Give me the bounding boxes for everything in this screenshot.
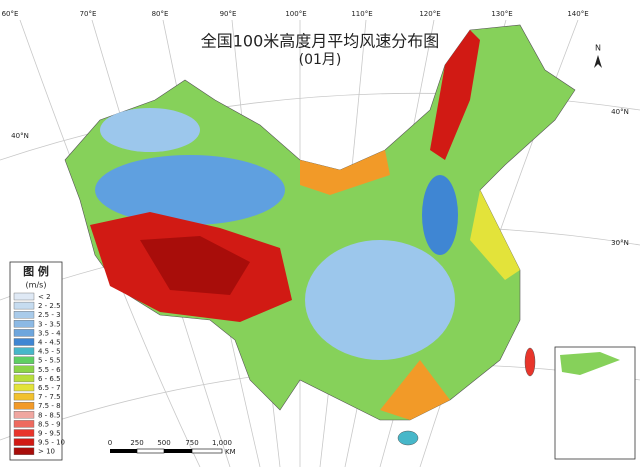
longitude-label: 120°E: [419, 10, 440, 18]
longitude-label: 60°E: [2, 10, 19, 18]
legend-label: 9 - 9.5: [38, 430, 61, 438]
legend-unit: (m/s): [26, 281, 47, 290]
map-subtitle: (01月): [299, 52, 342, 68]
longitude-label: 140°E: [567, 10, 588, 18]
scale-label: 0: [108, 439, 112, 447]
legend-label: 8 - 8.5: [38, 411, 61, 419]
legend-swatch: [13, 447, 35, 455]
legend-swatch: [13, 347, 35, 355]
legend-swatch: [13, 402, 35, 410]
legend-swatch: [13, 392, 35, 401]
scale-unit: KM: [225, 448, 236, 456]
legend-swatch: [13, 383, 35, 392]
legend-label: 9.5 - 10: [38, 439, 65, 447]
scale-label: 250: [130, 439, 143, 447]
legend-label: 6.5 - 7: [38, 384, 61, 392]
graticule-labels: 60°E 70°E 80°E 90°E 100°E 110°E 120°E 130°E 140°…: [2, 10, 629, 247]
longitude-label: 70°E: [80, 10, 97, 18]
legend-swatch: [13, 320, 35, 328]
legend-swatch: [13, 356, 35, 364]
legend-label: 3.5 - 4: [38, 329, 61, 337]
north-label: N: [595, 44, 601, 53]
scale-label: 500: [157, 439, 170, 447]
longitude-label: 80°E: [152, 10, 169, 18]
legend-swatch: [13, 292, 35, 301]
legend-label: 4 - 4.5: [38, 339, 61, 347]
legend-swatch: [13, 438, 35, 446]
latitude-label: 40°N: [11, 132, 29, 140]
legend-swatch: [13, 411, 35, 419]
map-title: 全国100米高度月平均风速分布图: [201, 32, 440, 51]
inset-land: [560, 352, 620, 375]
legend-label: 6 - 6.5: [38, 375, 61, 383]
legend-swatch: [13, 374, 35, 383]
legend-items: < 22 - 2.52.5 - 33 - 3.53.5 - 4 4 - 4.54.…: [13, 292, 65, 456]
longitude-label: 130°E: [491, 10, 512, 18]
scale-label: 750: [185, 439, 198, 447]
legend-swatch: [13, 311, 35, 319]
legend-label: 5 - 5.5: [38, 357, 61, 365]
legend-label: 2 - 2.5: [38, 302, 61, 310]
legend-swatch: [13, 301, 35, 310]
legend-label: 8.5 - 9: [38, 420, 61, 428]
china-landmass: [64, 24, 576, 446]
legend-label: 7 - 7.5: [38, 393, 61, 401]
legend-label: 5.5 - 6: [38, 366, 61, 374]
legend-swatch: [13, 329, 35, 337]
legend-title: 图 例: [23, 264, 49, 278]
scale-label: 1,000: [212, 439, 232, 447]
legend-label: 3 - 3.5: [38, 320, 61, 328]
legend-label: 2.5 - 3: [38, 311, 61, 319]
legend-label: > 10: [38, 448, 55, 456]
legend-swatch: [13, 338, 35, 346]
legend-swatch: [13, 429, 35, 437]
longitude-label: 110°E: [351, 10, 372, 18]
longitude-label: 100°E: [285, 10, 306, 18]
latitude-label: 30°N: [611, 239, 629, 247]
north-arrow: [594, 55, 602, 68]
legend-label: 7.5 - 8: [38, 402, 61, 410]
legend-swatch: [13, 365, 35, 373]
longitude-label: 90°E: [220, 10, 237, 18]
legend-label: 4.5 - 5: [38, 348, 61, 356]
legend-swatch: [13, 420, 35, 428]
legend-label: < 2: [38, 293, 51, 301]
latitude-label: 40°N: [611, 108, 629, 116]
